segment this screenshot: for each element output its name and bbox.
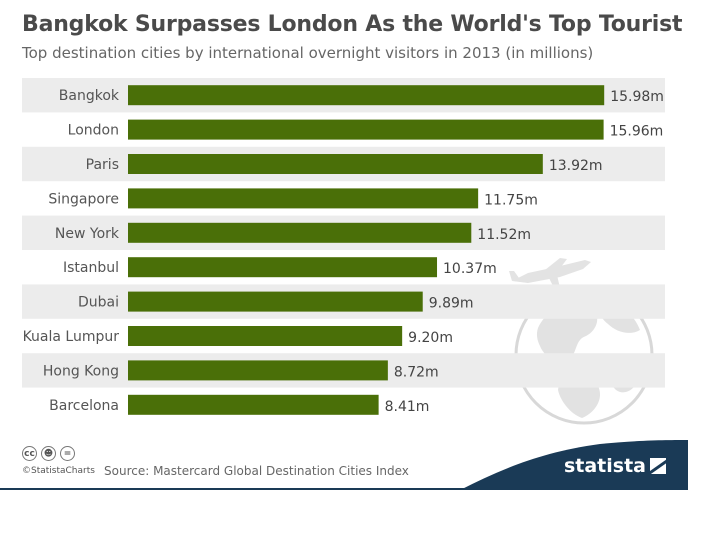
category-label: New York [55,226,120,242]
value-label: 9.20m [408,330,453,346]
category-label: Paris [86,157,119,173]
bar-kuala-lumpur [128,326,403,346]
bar-singapore [128,188,479,209]
chart-title: Bangkok Surpasses London As the World's … [22,12,688,37]
cc-icon: cc [22,446,37,461]
category-label: Istanbul [63,260,119,276]
category-label: Kuala Lumpur [23,329,120,345]
footer-band [0,440,688,490]
source-text: Source: Mastercard Global Destination Ci… [104,464,409,478]
value-label: 11.52m [477,227,531,243]
bar-paris [128,154,543,174]
category-label: London [68,123,119,139]
category-label: Bangkok [59,88,120,104]
value-label: 8.41m [385,399,430,415]
value-label: 11.75m [484,192,538,208]
value-label: 10.37m [443,261,497,277]
infographic-card: Bangkok Surpasses London As the World's … [0,0,688,490]
brand-name: statista [563,455,646,477]
chart-subtitle: Top destination cities by international … [22,44,594,62]
value-label: 8.72m [394,364,439,380]
value-label: 15.96m [610,124,664,140]
value-label: 13.92m [549,158,603,174]
bar-istanbul [128,257,438,278]
bar-london [128,119,604,140]
statista-logo-icon [650,458,666,474]
category-label: Dubai [78,295,119,311]
license-icons: cc ☻ = [22,446,75,461]
copyright-text: ©StatistaCharts [22,466,95,476]
category-label: Hong Kong [43,363,119,379]
bar-bangkok [128,85,605,106]
bar-barcelona [128,394,379,415]
bar-dubai [128,291,423,312]
category-label: Singapore [48,191,119,207]
travel-decoration [509,258,654,425]
value-label: 15.98m [610,89,664,105]
nd-icon: = [60,446,75,461]
bar-hong-kong [128,360,388,381]
by-icon: ☻ [41,446,56,461]
category-label: Barcelona [49,398,119,414]
airplane-icon [509,258,591,288]
footer: cc ☻ = ©StatistaCharts Source: Mastercar… [0,440,688,490]
statista-logo: statista [564,455,666,477]
bar-chart: Bangkok London Paris Singapore New York Istan… [22,78,665,425]
bar-new-york [128,222,472,243]
value-label: 9.89m [429,296,474,312]
